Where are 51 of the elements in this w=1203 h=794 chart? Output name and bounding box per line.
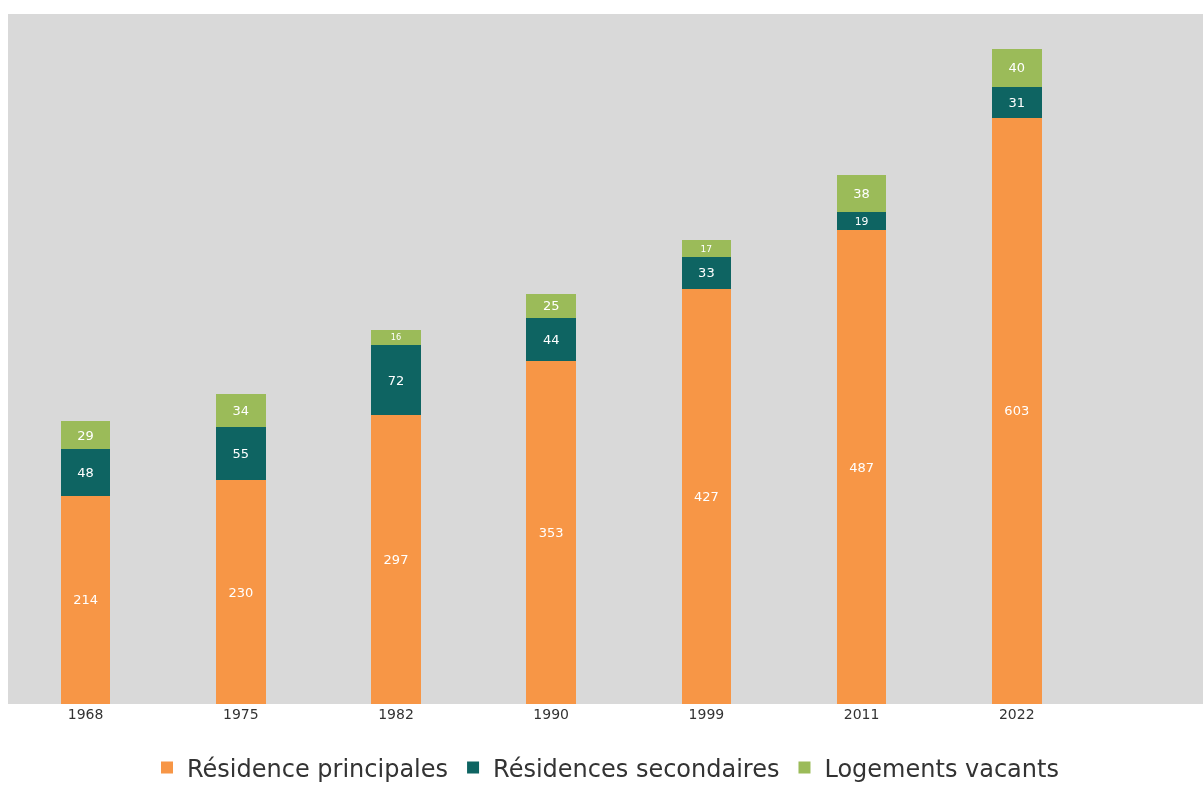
bar [60, 449, 111, 496]
bar [836, 174, 887, 212]
data-label: 17 [700, 243, 713, 254]
bar [836, 230, 887, 704]
x-tick-label: 1990 [533, 706, 569, 722]
data-label: 72 [387, 372, 405, 388]
x-tick-label: 1982 [378, 706, 414, 722]
data-label: 427 [693, 488, 719, 504]
bar [991, 48, 1042, 88]
data-label: 16 [390, 332, 402, 343]
bar [60, 495, 111, 704]
x-tick-label: 1968 [67, 706, 104, 722]
bar [991, 87, 1042, 118]
bar [215, 426, 266, 481]
data-label: 603 [1004, 403, 1030, 419]
bar [215, 393, 266, 427]
bar [991, 117, 1042, 704]
data-label: 230 [228, 584, 254, 600]
data-label: 38 [853, 185, 870, 201]
x-tick-label: 1975 [222, 706, 259, 722]
x-tick-label: 2022 [998, 706, 1035, 722]
bar [215, 480, 266, 704]
bar [526, 293, 577, 318]
data-label: 29 [77, 427, 94, 443]
data-label: 31 [1008, 94, 1026, 110]
bar [681, 288, 732, 704]
data-label: 34 [232, 402, 250, 418]
data-label: 487 [849, 459, 874, 475]
x-tick-label: 1999 [688, 706, 725, 722]
data-label: 214 [73, 592, 99, 608]
bar [681, 256, 732, 289]
data-label: 55 [232, 446, 250, 462]
data-label: 44 [542, 331, 560, 347]
legend-label: Logements vacants [824, 754, 1059, 783]
data-label: 40 [1008, 60, 1026, 76]
bar [526, 317, 577, 361]
bar [371, 329, 421, 346]
legend-label: Résidence principales [187, 754, 449, 783]
bar [371, 415, 421, 704]
data-label: 25 [542, 298, 560, 314]
data-label: 33 [698, 265, 715, 281]
bar [371, 345, 421, 416]
bar [60, 420, 111, 450]
bar [681, 240, 732, 257]
data-label: 19 [854, 214, 869, 228]
data-label: 297 [383, 552, 409, 568]
data-label: 48 [77, 465, 94, 481]
data-label: 353 [538, 524, 564, 540]
x-tick-label: 2011 [843, 706, 880, 722]
bar [526, 360, 577, 704]
legend-label: Résidences secondaires [493, 754, 780, 783]
